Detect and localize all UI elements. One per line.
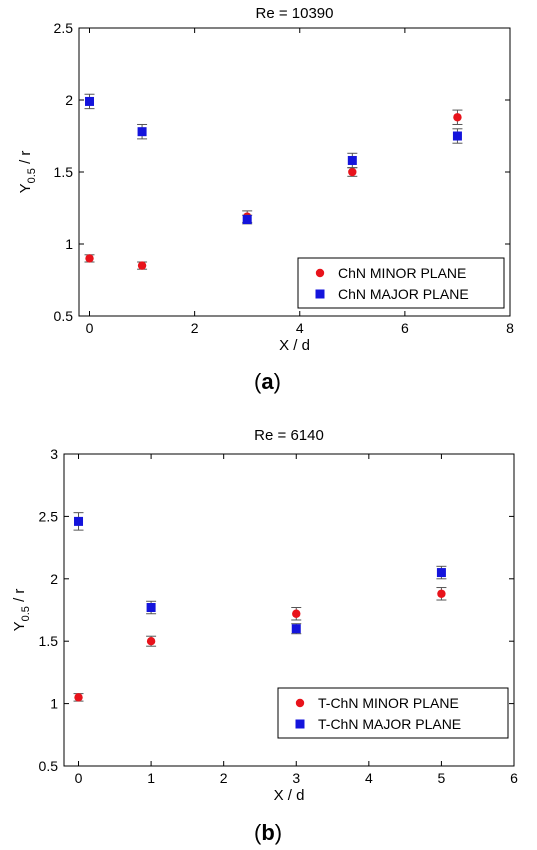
figure-label-a: (a) [254, 369, 281, 395]
y-tick-label: 3 [50, 446, 58, 462]
y-tick-label: 0.5 [54, 308, 74, 324]
figure-label-a-open: ( [254, 369, 262, 394]
x-tick-label: 4 [296, 320, 304, 336]
chart-title: Re = 6140 [254, 427, 324, 444]
data-point-square [291, 624, 301, 634]
y-tick-label: 1 [65, 236, 73, 252]
y-axis-label-main: Y [17, 183, 34, 193]
y-axis-label-subscript: 0.5 [20, 606, 32, 621]
data-point-square [436, 568, 446, 578]
legend-marker-circle [295, 698, 305, 708]
figure-label-b-letter: b [261, 820, 275, 845]
legend-marker-square [315, 289, 325, 299]
figure-label-b-close: ) [274, 820, 283, 845]
series-square [73, 512, 447, 635]
y-tick-label: 1.5 [39, 633, 59, 649]
chart-title: Re = 10390 [256, 5, 334, 22]
legend-label: T-ChN MAJOR PLANE [318, 716, 461, 732]
data-point-circle [85, 254, 94, 263]
y-axis-label: Y0.5 / r [11, 589, 32, 632]
data-point-square [347, 155, 357, 165]
x-tick-label: 0 [86, 320, 94, 336]
x-tick-label: 6 [510, 770, 518, 786]
legend-box [277, 687, 509, 739]
y-axis-label-rest: / r [11, 589, 28, 607]
data-point-circle [348, 167, 357, 177]
legend-box [297, 257, 505, 309]
x-tick-label: 1 [147, 770, 155, 786]
y-axis-label-subscript: 0.5 [26, 168, 38, 183]
legend-label: T-ChN MINOR PLANE [318, 695, 459, 711]
x-tick-label: 3 [292, 770, 300, 786]
y-tick-label: 2.5 [39, 508, 59, 524]
x-tick-label: 2 [191, 320, 199, 336]
series-square [84, 93, 463, 225]
y-axis-label-main: Y [11, 621, 28, 631]
x-tick-label: 0 [75, 770, 83, 786]
y-axis-label-rest: / r [17, 151, 34, 169]
data-point-circle [137, 261, 147, 270]
y-tick-label: 0.5 [39, 758, 59, 774]
data-point-square [74, 516, 84, 526]
data-point-circle [453, 113, 462, 122]
legend: ChN MINOR PLANE ChN MAJOR PLANE [297, 257, 505, 309]
data-point-circle [437, 589, 446, 598]
figure-label-b: (b) [254, 820, 282, 846]
x-tick-label: 8 [506, 320, 514, 336]
x-tick-label: 4 [365, 770, 373, 786]
legend: T-ChN MINOR PLANE T-ChN MAJOR PLANE [277, 687, 509, 739]
legend-marker-square [295, 719, 305, 729]
data-point-circle [74, 693, 83, 702]
legend-label: ChN MAJOR PLANE [338, 286, 469, 302]
legend-label: ChN MINOR PLANE [338, 265, 466, 281]
x-tick-label: 6 [401, 320, 409, 336]
x-tick-label: 5 [438, 770, 446, 786]
y-tick-label: 1.5 [54, 164, 74, 180]
data-point-square [452, 131, 462, 141]
data-point-square [85, 96, 95, 106]
data-point-circle [146, 637, 156, 646]
series-circle [73, 587, 447, 702]
figure-label-b-open: ( [254, 820, 262, 845]
y-tick-label: 2.5 [54, 20, 74, 36]
data-point-square [146, 603, 156, 613]
x-axis-label: X / d [274, 787, 305, 804]
figure-label-a-letter: a [261, 369, 274, 394]
data-point-circle [292, 609, 301, 618]
x-axis-label: X / d [279, 337, 310, 354]
y-tick-label: 1 [50, 696, 58, 712]
data-point-square [137, 127, 147, 137]
data-point-square [242, 215, 252, 225]
x-tick-label: 2 [220, 770, 228, 786]
y-tick-label: 2 [50, 571, 58, 587]
y-axis-label: Y0.5 / r [17, 151, 38, 194]
legend-marker-circle [315, 268, 325, 278]
figure-label-a-close: ) [273, 369, 281, 394]
y-tick-label: 2 [65, 92, 73, 108]
